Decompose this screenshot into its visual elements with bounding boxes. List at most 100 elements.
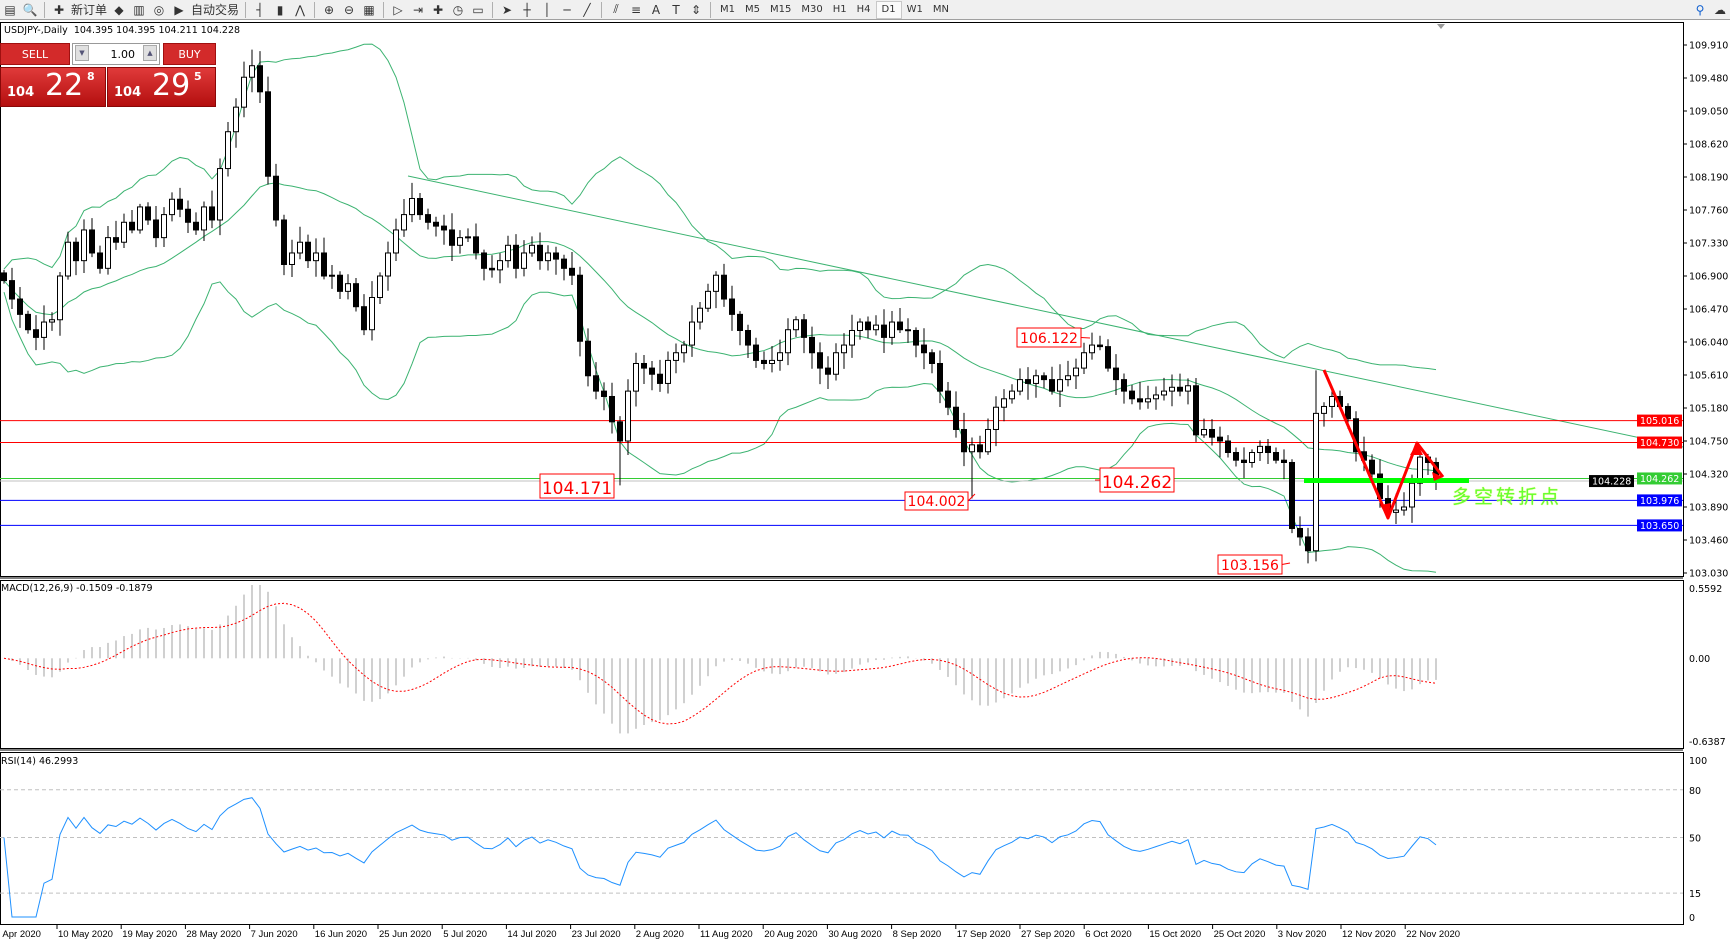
- bullish-candle: [1409, 482, 1415, 508]
- date-tick-label: 16 Jun 2020: [315, 929, 367, 940]
- chart-shift-icon[interactable]: ⇥: [413, 2, 424, 17]
- search-icon[interactable]: ⚲: [1695, 2, 1705, 17]
- timeframe-m15[interactable]: M15: [770, 4, 792, 15]
- bar-chart-icon[interactable]: ┤: [256, 2, 264, 17]
- bullish-candle: [833, 352, 839, 375]
- arrows-icon[interactable]: ⇕: [691, 2, 702, 17]
- community-icon[interactable]: ☁: [1714, 2, 1726, 17]
- text-icon[interactable]: A: [651, 2, 661, 17]
- bullish-candle: [377, 275, 383, 298]
- bullish-candle: [625, 390, 631, 442]
- bullish-candle: [225, 131, 231, 170]
- zoom-out-icon[interactable]: ⊖: [344, 2, 355, 17]
- price-tick-label: 107.760: [1689, 206, 1728, 217]
- templates-icon[interactable]: ▭: [472, 2, 484, 17]
- horizontal-line-icon[interactable]: ─: [563, 2, 571, 17]
- date-tick-label: 25 Oct 2020: [1214, 929, 1266, 940]
- timeframe-m5[interactable]: M5: [745, 4, 761, 15]
- bullish-candle: [65, 241, 71, 277]
- bullish-candle: [345, 283, 351, 292]
- bearish-candle: [193, 221, 199, 231]
- ask-price-button[interactable]: 104 29 5: [107, 67, 216, 107]
- price-level-label: 104.730: [1640, 438, 1679, 449]
- timeframe-m30[interactable]: M30: [801, 4, 823, 15]
- bullish-candle: [545, 252, 551, 262]
- text-label-icon[interactable]: T: [672, 2, 680, 17]
- bearish-candle: [929, 352, 935, 364]
- sell-button[interactable]: SELL: [0, 43, 70, 65]
- indicators-icon[interactable]: ✚: [433, 2, 444, 17]
- auto-trading-label[interactable]: 自动交易: [191, 3, 240, 17]
- line-chart-icon[interactable]: ⋀: [295, 2, 305, 17]
- macd-histogram: [11, 585, 1437, 734]
- annotation-text: 104.262: [1102, 473, 1172, 493]
- date-tick-label: 25 Jun 2020: [379, 929, 431, 940]
- bullish-candle: [393, 229, 399, 254]
- history-icon[interactable]: ▥: [133, 2, 145, 17]
- fibonacci-icon[interactable]: ≡: [631, 2, 642, 17]
- price-tick-label: 103.460: [1689, 536, 1728, 547]
- bullish-candle: [857, 321, 863, 331]
- ask-price-pip: 5: [194, 70, 202, 83]
- tile-windows-icon[interactable]: ▦: [363, 2, 375, 17]
- timeframe-h4[interactable]: H4: [856, 4, 871, 15]
- crosshair-icon[interactable]: ┼: [523, 2, 531, 17]
- new-order-icon[interactable]: ✚: [53, 2, 65, 17]
- timeframe-d1[interactable]: D1: [875, 0, 902, 19]
- rsi-label: RSI(14) 46.2993: [1, 756, 78, 767]
- date-tick-label: 20 Aug 2020: [764, 929, 817, 940]
- auto-trading-icon[interactable]: ▶: [174, 2, 184, 17]
- bullish-candle: [1417, 456, 1423, 484]
- lot-decrease-button[interactable]: ▼: [75, 45, 89, 61]
- vertical-line-icon[interactable]: │: [543, 2, 551, 17]
- cursor-icon[interactable]: ➤: [502, 2, 513, 17]
- bullish-candle: [41, 321, 47, 338]
- auto-scroll-icon[interactable]: ▷: [393, 2, 403, 17]
- macd-label: MACD(12,26,9) -0.1509 -0.1879: [1, 583, 153, 594]
- price-tick-label: 109.480: [1689, 74, 1728, 85]
- zoom-search-icon[interactable]: 🔍: [22, 2, 38, 17]
- rsi-tick-label: 100: [1689, 756, 1707, 767]
- price-level-label: 104.228: [1592, 477, 1631, 488]
- equidistant-channel-icon[interactable]: ⫽: [613, 2, 619, 16]
- price-level-label: 104.262: [1640, 474, 1679, 485]
- bullish-candle: [57, 275, 63, 321]
- timeframe-w1[interactable]: W1: [906, 4, 923, 15]
- bullish-candle: [81, 229, 87, 262]
- new-order-label[interactable]: 新订单: [71, 3, 108, 17]
- trendline-icon[interactable]: ╱: [583, 2, 591, 17]
- zoom-in-icon[interactable]: ⊕: [324, 2, 335, 17]
- bearish-candle: [617, 421, 623, 442]
- bearish-candle: [921, 344, 927, 354]
- annotation-leader: [967, 493, 976, 502]
- bearish-candle: [1241, 459, 1247, 463]
- timeframe-m1[interactable]: M1: [720, 4, 736, 15]
- buy-button[interactable]: BUY: [163, 43, 216, 65]
- bullish-candle: [1065, 375, 1071, 381]
- price-level-label-bg: [1637, 494, 1682, 507]
- lot-increase-button[interactable]: ▲: [143, 45, 157, 61]
- toolbar-separator: [245, 1, 247, 18]
- signal-icon[interactable]: ◎: [153, 2, 165, 17]
- bullish-candle: [1185, 385, 1191, 392]
- lot-size-input[interactable]: 1.00: [72, 43, 160, 65]
- annotation-text: 106.122: [1020, 331, 1078, 347]
- timeframe-bar: M1 M5 M15 M30 H1 H4 D1 W1 MN: [715, 0, 954, 19]
- market-watch-icon[interactable]: ◆: [114, 2, 124, 17]
- price-panel-frame: [0, 22, 1684, 577]
- timeframe-mn[interactable]: MN: [932, 4, 949, 15]
- chart-window-icon[interactable]: ▤: [4, 2, 16, 17]
- bearish-candle: [321, 252, 327, 277]
- candlestick-icon[interactable]: ▮: [276, 2, 284, 17]
- one-click-trading-panel: SELL 1.00 ▼ ▲ BUY 104 22 8 104 29 5: [0, 43, 216, 107]
- bullish-candle: [1153, 394, 1159, 400]
- toolbar-separator: [601, 1, 603, 18]
- timeframe-h1[interactable]: H1: [832, 4, 847, 15]
- periods-icon[interactable]: ◷: [452, 2, 464, 17]
- bearish-candle: [1217, 436, 1223, 442]
- bid-price-button[interactable]: 104 22 8: [0, 67, 106, 107]
- toolbar-separator: [44, 1, 45, 18]
- annotation-box: [1016, 327, 1082, 348]
- bearish-candle: [1177, 386, 1183, 392]
